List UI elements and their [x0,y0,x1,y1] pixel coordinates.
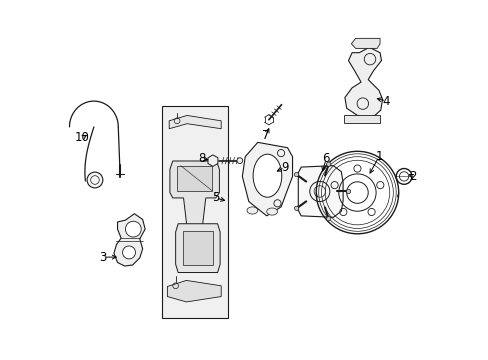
Polygon shape [298,166,343,217]
Circle shape [294,206,298,211]
Circle shape [326,217,330,221]
Text: 10: 10 [75,131,90,144]
Polygon shape [177,166,212,191]
Text: 2: 2 [408,170,416,183]
Circle shape [122,246,135,259]
Circle shape [87,172,102,188]
Bar [183,231,212,265]
Text: 6: 6 [322,152,329,165]
Polygon shape [169,116,221,129]
Text: 7: 7 [262,129,269,142]
Polygon shape [162,107,228,318]
Circle shape [346,189,350,194]
Text: 8: 8 [198,152,205,165]
Text: 5: 5 [212,192,219,204]
Text: 9: 9 [280,161,288,174]
Text: 3: 3 [99,251,106,264]
Polygon shape [114,214,145,266]
Text: 4: 4 [382,95,389,108]
Text: 1: 1 [374,150,382,163]
Circle shape [294,172,298,177]
Ellipse shape [266,208,277,215]
Circle shape [326,162,330,166]
Polygon shape [167,280,221,302]
Polygon shape [175,224,220,273]
Circle shape [237,158,242,163]
Polygon shape [169,161,219,228]
Polygon shape [344,116,379,123]
Polygon shape [344,47,382,119]
Circle shape [125,221,141,237]
Polygon shape [351,39,379,48]
Polygon shape [207,155,218,166]
Ellipse shape [246,207,257,214]
Polygon shape [242,142,292,216]
Ellipse shape [253,154,281,197]
